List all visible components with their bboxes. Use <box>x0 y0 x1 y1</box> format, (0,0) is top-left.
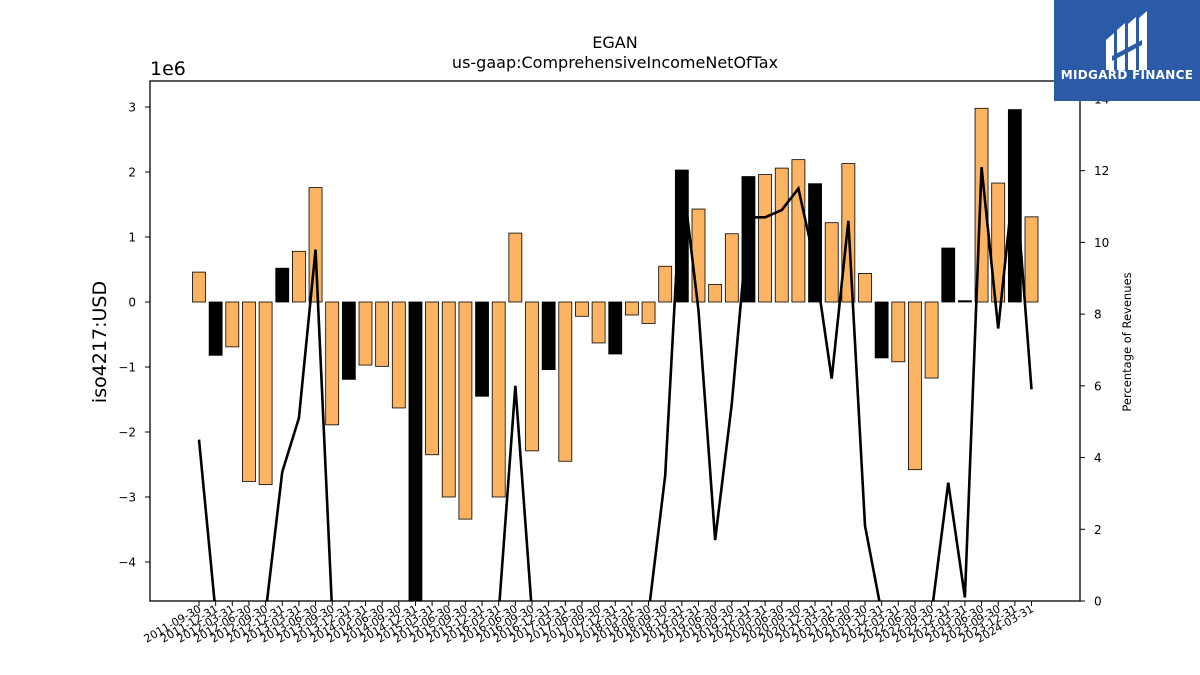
y-tick-label: 1 <box>128 231 136 245</box>
chart-subtitle: us-gaap:ComprehensiveIncomeNetOfTax <box>452 53 778 72</box>
bar <box>525 301 539 452</box>
bar <box>658 265 673 303</box>
y2-tick-label: 2 <box>1094 523 1102 537</box>
bar <box>858 272 872 303</box>
bar <box>425 301 440 456</box>
y2-ticks: 02468101214 <box>1080 92 1109 609</box>
y2-tick-label: 10 <box>1094 236 1109 250</box>
bar <box>941 247 956 303</box>
bar <box>225 301 240 348</box>
bar <box>291 250 306 303</box>
bar <box>741 176 756 303</box>
y-tick-label: −3 <box>118 491 136 505</box>
bar <box>508 232 523 303</box>
y2-tick-label: 12 <box>1094 164 1109 178</box>
bar <box>708 284 723 303</box>
bar <box>475 301 489 397</box>
y-tick-label: 0 <box>128 296 136 310</box>
y-tick-label: −1 <box>118 361 136 375</box>
line-layer <box>197 166 1033 601</box>
bar <box>375 301 390 367</box>
bar <box>924 301 939 379</box>
y2-tick-label: 8 <box>1094 308 1102 322</box>
bar <box>275 267 290 303</box>
y2-tick-label: 6 <box>1094 379 1102 393</box>
bar <box>991 182 1006 303</box>
bar <box>258 301 273 486</box>
bar <box>391 301 406 409</box>
bar <box>458 301 473 520</box>
bar <box>608 301 623 355</box>
y-tick-label: −2 <box>118 426 136 440</box>
bar <box>325 301 340 426</box>
y-tick-label: −4 <box>118 556 136 570</box>
bar <box>625 301 639 316</box>
y-axis-label: iso4217:USD <box>89 281 111 403</box>
bar <box>891 301 906 363</box>
y-offset-label: 1e6 <box>150 58 186 80</box>
bar <box>724 233 739 303</box>
series-line <box>197 166 1033 601</box>
logo-mark-icon <box>1106 11 1147 70</box>
logo: MIDGARD FINANCE <box>1054 0 1200 101</box>
y2-axis-label: Percentage of Revenues <box>1120 272 1134 411</box>
x-ticks: 2011-09-302011-12-312012-03-312012-06-30… <box>142 601 1036 646</box>
bar <box>874 301 889 359</box>
bar <box>558 301 573 462</box>
bar <box>641 301 656 324</box>
bar <box>242 301 256 482</box>
bar <box>908 301 922 471</box>
bar <box>591 301 606 344</box>
bar <box>1007 109 1022 303</box>
bar <box>208 301 223 356</box>
bar <box>691 208 706 303</box>
bar <box>824 222 839 303</box>
bar <box>192 271 206 303</box>
bar <box>774 167 789 303</box>
bar <box>791 159 806 303</box>
y-ticks: −4 −3 −2 −1 0 1 2 3 <box>118 101 150 570</box>
bar <box>341 301 356 380</box>
bar <box>491 301 506 498</box>
bar <box>1024 216 1039 303</box>
bar <box>575 301 589 317</box>
bar <box>758 174 772 303</box>
bar <box>441 301 456 498</box>
logo-text: MIDGARD FINANCE <box>1060 68 1194 82</box>
chart-title: EGAN <box>592 33 637 52</box>
bar <box>408 301 423 602</box>
y-tick-label: 2 <box>128 166 136 180</box>
y2-tick-label: 4 <box>1094 451 1102 465</box>
bar <box>541 301 556 370</box>
plot-frame <box>149 80 1081 602</box>
bar <box>808 183 822 303</box>
y-tick-label: 3 <box>128 101 136 115</box>
y2-tick-label: 0 <box>1094 595 1102 609</box>
bar <box>958 300 972 303</box>
bar <box>358 301 373 366</box>
